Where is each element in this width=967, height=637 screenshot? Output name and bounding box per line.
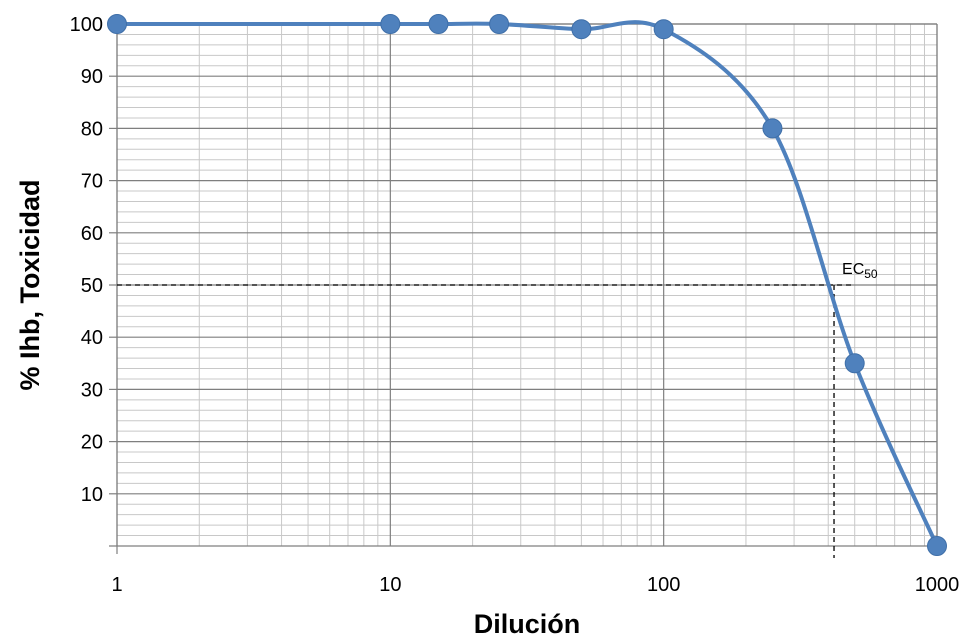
x-tick-label: 100: [647, 574, 680, 596]
y-tick-label: 60: [81, 223, 103, 245]
x-tick-label: 10: [379, 574, 401, 596]
y-tick-label: 100: [70, 14, 103, 36]
y-tick-label: 90: [81, 66, 103, 88]
data-point: [428, 14, 449, 34]
ec50-label: EC50: [842, 261, 878, 281]
data-point: [844, 353, 865, 374]
data-point: [489, 14, 510, 34]
ec50-label-main: EC: [842, 261, 864, 278]
minor-gridlines: [117, 24, 937, 546]
data-point: [927, 536, 947, 556]
y-axis-title: % Ihb, Toxicidad: [15, 179, 45, 390]
series-points-group: [107, 14, 947, 556]
series-line-group: [115, 20, 939, 548]
data-point: [107, 14, 127, 34]
x-tick-label: 1000: [915, 574, 960, 596]
x-axis-title: Dilución: [474, 609, 581, 637]
y-tick-label: 10: [81, 484, 103, 506]
y-tick-label: 20: [81, 432, 103, 454]
y-tick-label: 40: [81, 327, 103, 349]
y-tick-label: 50: [81, 275, 103, 297]
ec50-guides: [117, 284, 855, 558]
x-tick-label: 1: [111, 574, 122, 596]
x-tick-labels: 1 10 100 1000: [111, 574, 959, 596]
y-tick-label: 70: [81, 171, 103, 193]
y-tick-labels: 10 20 30 40 50 60 70 80 90 100: [70, 14, 103, 506]
data-point: [653, 19, 674, 40]
y-tick-label: 80: [81, 118, 103, 140]
ec50-label-subscript: 50: [864, 267, 878, 281]
data-point: [571, 19, 592, 40]
plot-frame: [109, 23, 938, 554]
data-point: [380, 14, 401, 34]
data-point: [762, 118, 783, 139]
y-tick-label: 30: [81, 379, 103, 401]
series-line: [115, 20, 939, 548]
